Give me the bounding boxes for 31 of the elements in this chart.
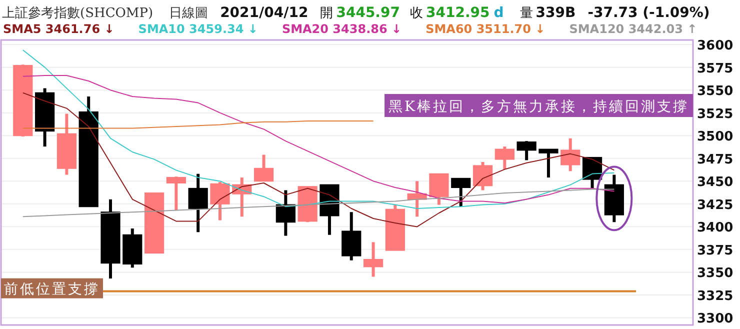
text: SMA120 3442.03 ↑ <box>569 22 698 36</box>
y-tick-label: 3425 <box>697 198 734 213</box>
y-tick-label: 3525 <box>697 106 734 122</box>
text: SMA5 3461.76 ↓ <box>3 22 114 36</box>
y-tick-label: 3400 <box>697 220 734 236</box>
text: SMA60 3511.70 ↓ <box>426 22 546 36</box>
y-tick-label: 3575 <box>697 61 734 76</box>
y-tick-label: 3475 <box>697 152 734 168</box>
text: 3445.97 <box>336 5 400 21</box>
y-tick-label: 3500 <box>697 130 734 145</box>
y-tick-label: 3325 <box>697 288 734 304</box>
text: 開 <box>320 6 334 21</box>
y-tick-label: 3450 <box>697 175 734 190</box>
y-tick-label: 3300 <box>697 312 734 327</box>
text: 日線圖 <box>169 6 208 21</box>
text: 3412.95 <box>426 5 490 21</box>
y-tick-label: 3600 <box>697 38 734 54</box>
text: 339B <box>536 5 576 21</box>
y-tick-label: 3550 <box>697 84 734 100</box>
ref-line-label: 前低位置支撐 <box>4 281 100 298</box>
text: SMA20 3438.86 ↓ <box>282 22 402 36</box>
text: d <box>494 5 504 21</box>
y-tick-label: 3375 <box>697 243 734 258</box>
y-tick-label: 3350 <box>697 266 734 282</box>
text: 收 <box>410 6 423 21</box>
annotation: 黑K棒拉回，多方無力承接，持續回測支撐 <box>388 99 689 115</box>
text: 2021/04/12 <box>220 5 308 21</box>
text: 量 <box>520 6 533 21</box>
text: -37.73 (-1.09%) <box>588 5 710 21</box>
chart-title: 上証參考指數(SHCOMP) <box>2 6 154 21</box>
text: SMA10 3459.34 ↓ <box>138 22 258 36</box>
